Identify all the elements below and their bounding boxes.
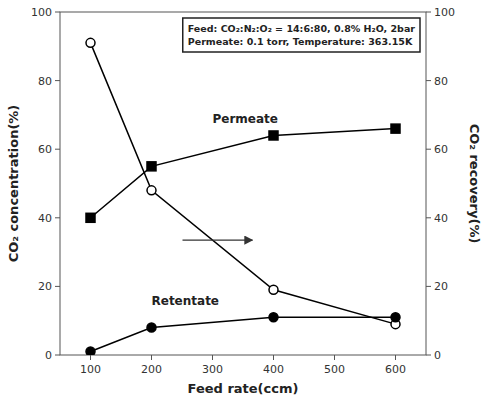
series-line [91,129,396,218]
y-tick-label: 20 [38,280,52,293]
y-tick [55,286,60,287]
arrow [183,239,253,240]
text-box: Feed: CO₂:N₂:O₂ = 14:6:80, 0.8% H₂O, 2ba… [183,18,420,52]
y2-tick [426,217,431,218]
x-tick [273,355,274,360]
x-tick [334,355,335,360]
y-tick-label: 40 [38,212,52,225]
y2-axis-label: CO₂ recovery(%) [467,124,482,244]
point [86,213,95,222]
text-box-line: Feed: CO₂:N₂:O₂ = 14:6:80, 0.8% H₂O, 2ba… [188,23,416,34]
y2-tick-label: 100 [434,6,455,19]
point [147,162,156,171]
y2-tick-label: 80 [434,75,448,88]
x-tick-label: 300 [202,363,223,376]
x-tick-label: 200 [141,363,162,376]
y-tick [55,355,60,356]
point [269,131,278,140]
x-tick [151,355,152,360]
point [147,323,156,332]
y-tick [55,217,60,218]
background [0,0,486,407]
x-tick [90,355,91,360]
y-axis-label: CO₂ concentration(%) [6,105,21,263]
x-tick [212,355,213,360]
annotation: Retentate [152,294,220,308]
series-line [91,317,396,351]
y2-tick [426,355,431,356]
y-tick [55,12,60,13]
point [86,38,95,47]
x-tick-label: 100 [80,363,101,376]
x-tick-label: 400 [263,363,284,376]
point [391,124,400,133]
point [269,285,278,294]
x-tick-label: 600 [385,363,406,376]
y2-tick-label: 20 [434,280,448,293]
point [147,186,156,195]
series-line [91,43,396,324]
y2-tick-label: 60 [434,143,448,156]
x-axis-label: Feed rate(ccm) [188,381,299,396]
x-tick [395,355,396,360]
point [391,313,400,322]
y2-tick [426,149,431,150]
x-tick-label: 500 [324,363,345,376]
plot-area [86,38,400,355]
plot-frame [60,12,426,355]
y-tick-label: 100 [31,6,52,19]
point [86,347,95,355]
y-tick-label: 80 [38,75,52,88]
text-box-frame [183,18,420,52]
y-tick [55,80,60,81]
point [269,313,278,322]
y2-tick [426,286,431,287]
chart: 100 200 300 400 500 600 0 20 40 60 80 100 0 20 40 60 80 1… [0,0,486,407]
annotation: Permeate [213,112,278,126]
y-tick-label: 60 [38,143,52,156]
y2-tick-label: 0 [434,349,441,362]
text-box-line: Permeate: 0.1 torr, Temperature: 363.15K [188,36,413,47]
y2-tick [426,80,431,81]
y2-tick [426,12,431,13]
y-tick [55,149,60,150]
y-tick-label: 0 [45,349,52,362]
y2-tick-label: 40 [434,212,448,225]
